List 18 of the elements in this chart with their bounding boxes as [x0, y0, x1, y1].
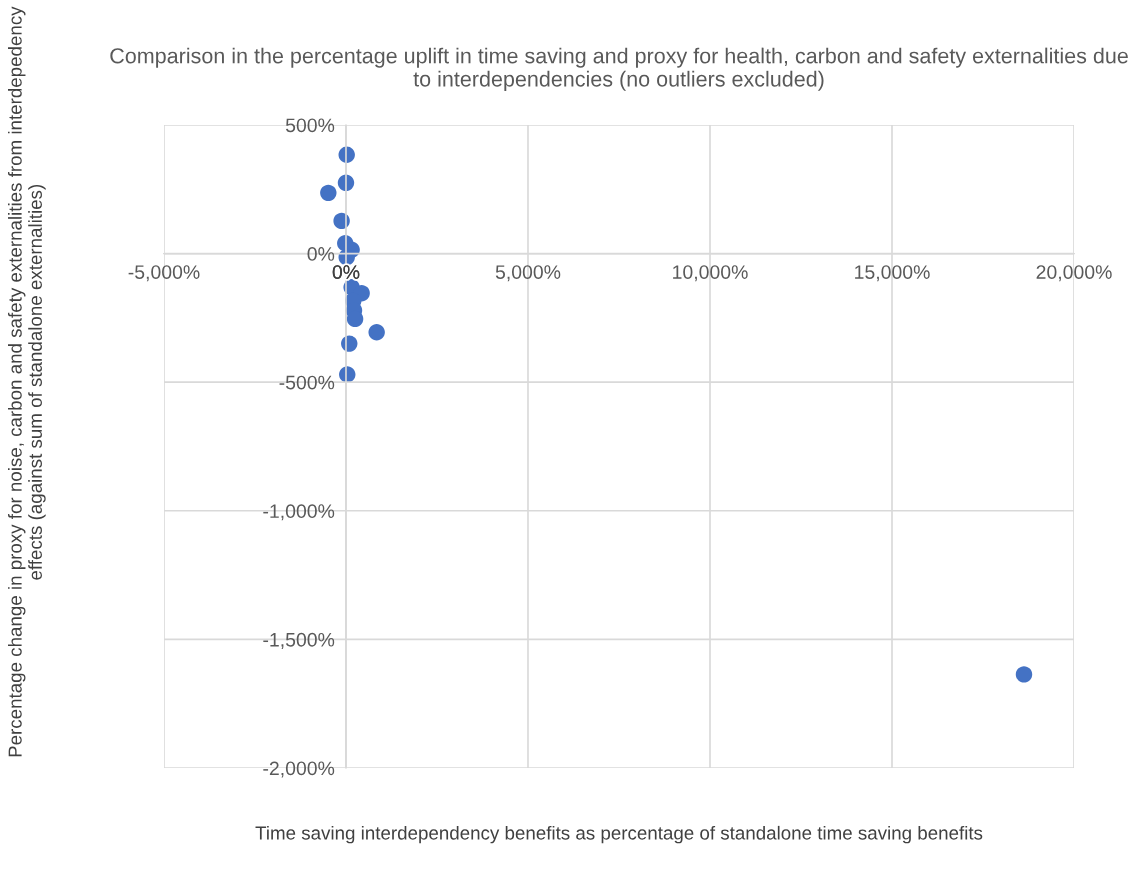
x-tick-label: 0%	[332, 265, 360, 279]
point	[1015, 666, 1033, 683]
y-tick-label: -1,000%	[263, 504, 335, 521]
y-tick-label: 0%	[307, 247, 335, 261]
y-tick-label: 500%	[285, 118, 335, 133]
x-tick-label: -5,000%	[128, 265, 200, 282]
x-tick-label: 15,000%	[855, 265, 930, 282]
x-tick-label: 20,000%	[1036, 265, 1112, 282]
point	[320, 184, 337, 202]
y-tick-label: -2,000%	[263, 761, 335, 778]
x-tick-label: 5,000%	[495, 265, 561, 282]
chart-title: Comparison in the percentage uplift in time saving and proxy for health, carbon and safety externalities due to interdependencies (no outliers excluded)	[110, 47, 1128, 91]
y-axis-title: Percentage change in proxy for noise, carbon and safety externalities from interdepedency effects (against sum of standalone externalities)	[8, 6, 46, 757]
point	[368, 324, 385, 341]
y-tick-label: -1,500%	[263, 632, 335, 649]
x-axis-title: Time saving interdependency benefits as percentage of standalone time saving benefits	[255, 825, 983, 844]
y-tick-label: -500%	[279, 375, 335, 390]
x-tick-label: 10,000%	[673, 265, 748, 282]
